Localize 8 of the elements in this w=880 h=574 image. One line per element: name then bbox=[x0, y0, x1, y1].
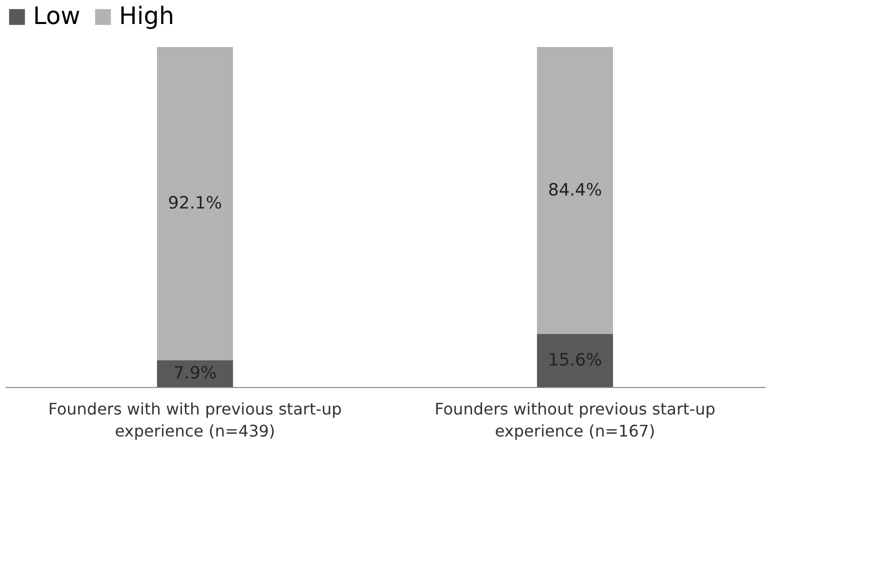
data-label: 84.4% bbox=[548, 180, 602, 200]
data-label: 7.9% bbox=[173, 364, 217, 384]
x-tick-label: Founders with with previous start-up experience (n=439) bbox=[48, 400, 342, 440]
legend-label: High bbox=[119, 2, 174, 30]
x-tick-label: Founders without previous start-up experience (n=167) bbox=[434, 400, 716, 440]
data-label: 15.6% bbox=[548, 350, 602, 370]
legend-label: Low bbox=[33, 2, 80, 30]
data-label: 92.1% bbox=[168, 194, 222, 214]
